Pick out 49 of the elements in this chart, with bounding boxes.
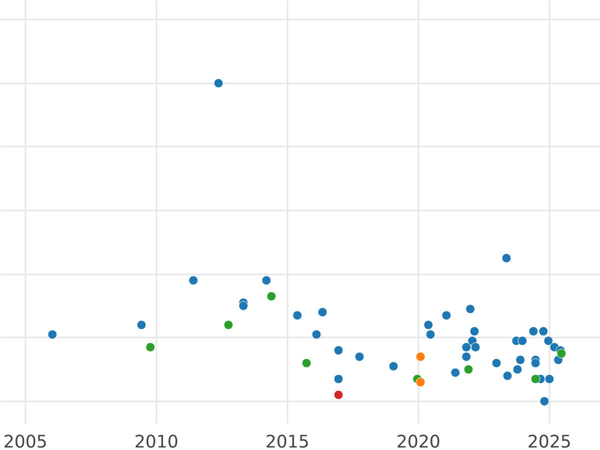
point xyxy=(312,330,322,340)
point xyxy=(464,364,474,374)
point xyxy=(530,374,540,384)
point xyxy=(462,342,472,352)
point xyxy=(516,355,526,365)
x-tick-label: 2020 xyxy=(396,432,440,450)
point xyxy=(224,320,234,330)
point xyxy=(146,342,156,352)
point xyxy=(540,396,550,406)
point xyxy=(450,368,460,378)
point xyxy=(416,377,426,387)
point xyxy=(238,301,248,311)
point xyxy=(416,352,426,362)
x-tick-label: 2015 xyxy=(265,432,310,450)
point xyxy=(442,310,452,320)
x-tick-label: 2010 xyxy=(134,432,178,450)
point xyxy=(188,276,198,286)
point xyxy=(470,326,480,336)
point xyxy=(292,310,302,320)
point xyxy=(528,326,538,336)
point xyxy=(334,390,344,400)
point xyxy=(424,320,434,330)
point xyxy=(302,358,312,368)
point xyxy=(388,362,398,371)
point xyxy=(502,253,512,263)
point xyxy=(492,358,502,368)
point xyxy=(426,330,436,340)
point xyxy=(518,336,528,346)
point xyxy=(538,326,548,336)
point xyxy=(502,371,512,381)
point xyxy=(266,292,276,302)
point xyxy=(470,342,480,352)
point xyxy=(544,336,554,346)
point xyxy=(334,346,344,356)
x-tick-label: 2025 xyxy=(527,432,572,450)
point xyxy=(48,330,58,340)
point xyxy=(544,374,554,384)
point xyxy=(462,352,472,362)
point xyxy=(214,78,224,88)
point xyxy=(318,307,328,317)
point xyxy=(530,358,540,368)
point xyxy=(466,304,476,314)
x-tick-label: 2005 xyxy=(3,432,48,450)
point xyxy=(262,276,272,286)
point xyxy=(354,352,364,362)
point xyxy=(136,320,146,330)
point xyxy=(556,348,566,358)
point xyxy=(334,374,344,384)
point xyxy=(512,364,522,374)
